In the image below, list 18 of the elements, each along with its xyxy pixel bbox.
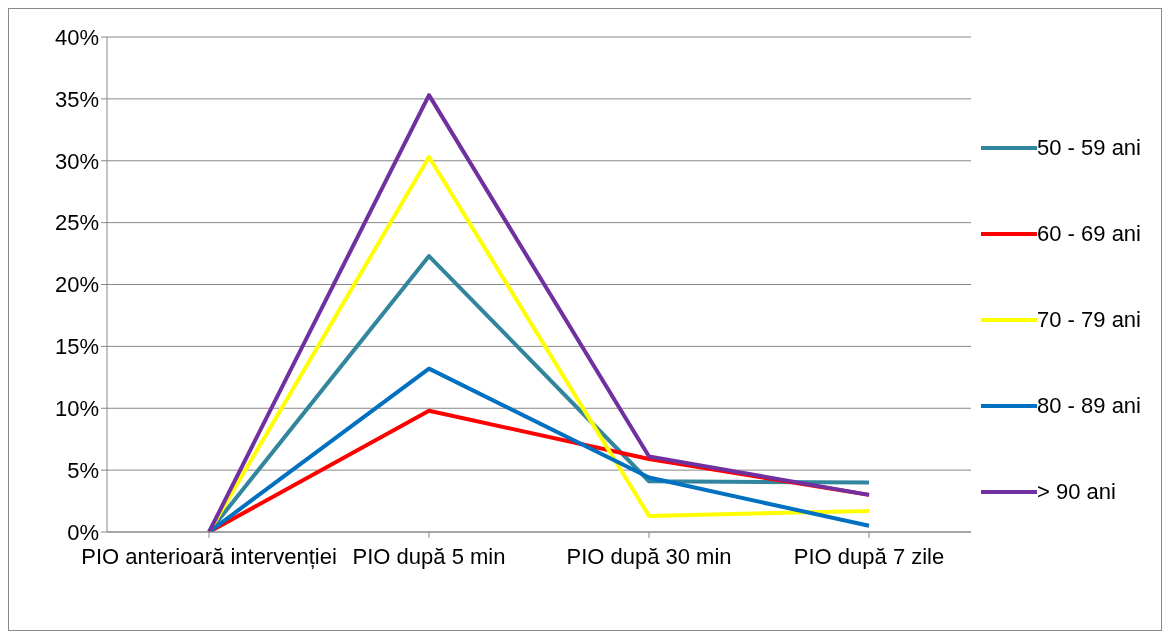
legend-label: > 90 ani	[1037, 478, 1116, 505]
y-tick-label: 0%	[67, 519, 99, 545]
x-tick-label: PIO după 7 zile	[793, 543, 945, 569]
y-tick-label: 5%	[67, 457, 99, 483]
y-tick-label: 10%	[54, 396, 99, 422]
legend-label: 60 - 69 ani	[1037, 220, 1141, 247]
x-tick-label: PIO după 5 min	[352, 543, 506, 569]
y-tick-label: 20%	[54, 272, 99, 298]
y-tick-label: 25%	[54, 210, 99, 236]
x-tick-label: PIO după 30 min	[566, 543, 732, 569]
legend-label: 70 - 79 ani	[1037, 306, 1141, 333]
legend-label: 50 - 59 ani	[1037, 134, 1141, 161]
legend-label: 80 - 89 ani	[1037, 392, 1141, 419]
y-tick-label: 15%	[54, 334, 99, 360]
x-tick-label: PIO anterioară intervenției	[81, 543, 337, 569]
y-tick-label: 30%	[54, 148, 99, 174]
y-tick-label: 40%	[54, 24, 99, 50]
y-tick-label: 35%	[54, 86, 99, 112]
